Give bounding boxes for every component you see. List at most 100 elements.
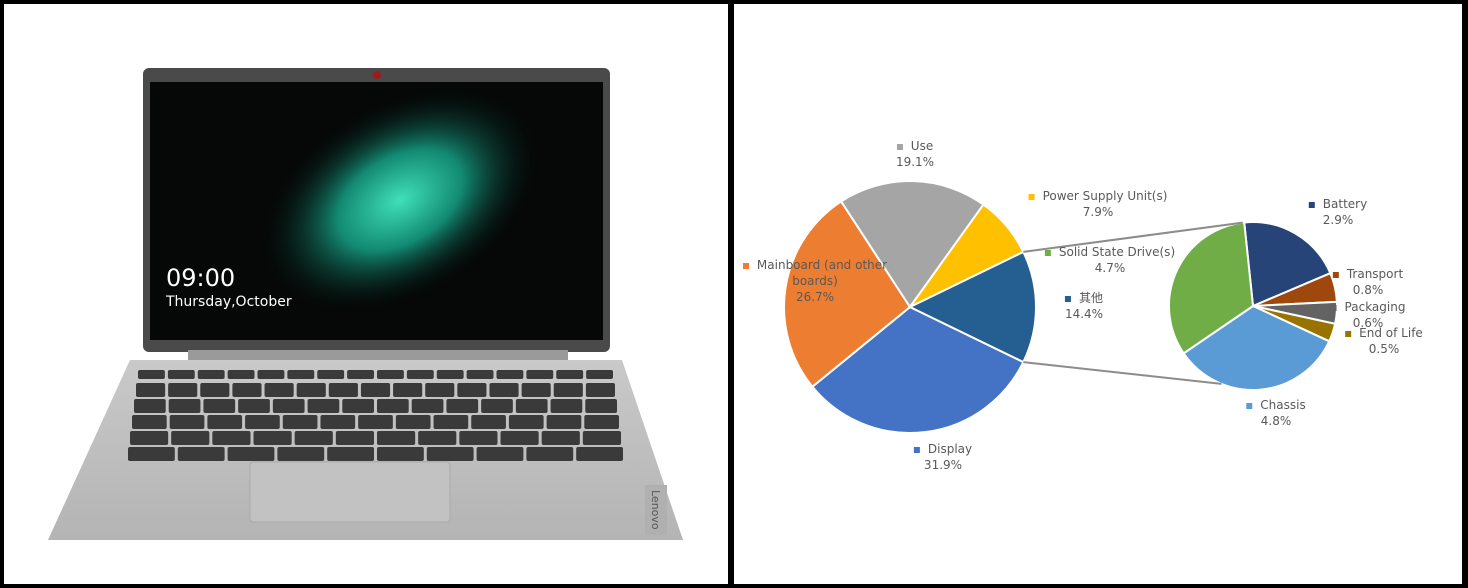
data-label: 其他 14.4% <box>1065 290 1103 322</box>
label-value: 4.7% <box>1094 261 1126 275</box>
legend-marker <box>1044 249 1051 256</box>
label-name: Battery <box>1322 197 1368 211</box>
brand-plate <box>645 485 667 535</box>
clock-date: Thursday,October <box>165 294 292 310</box>
key <box>446 399 479 413</box>
key <box>136 383 166 397</box>
key <box>257 370 285 379</box>
key <box>169 415 205 429</box>
key <box>335 431 374 445</box>
pie-slice <box>1243 221 1332 308</box>
key <box>342 399 374 413</box>
key <box>586 370 613 379</box>
label-name: Display <box>927 442 973 456</box>
key <box>521 383 551 397</box>
key <box>296 383 326 397</box>
key <box>546 415 582 429</box>
label-name: Chassis <box>1260 398 1306 412</box>
key <box>411 399 444 413</box>
pie-slice <box>811 305 1025 435</box>
key <box>515 399 548 413</box>
pie-slice <box>839 180 985 309</box>
key <box>197 370 225 379</box>
key <box>508 415 544 429</box>
key <box>395 415 431 429</box>
key <box>476 447 524 461</box>
key <box>128 447 175 461</box>
pie-slice <box>907 250 1037 364</box>
key <box>526 370 554 379</box>
label-name: Mainboard (and other boards) <box>756 258 888 288</box>
key <box>377 370 404 379</box>
label-value: 26.7% <box>795 290 835 304</box>
key <box>436 370 464 379</box>
label-name: End of Life <box>1359 326 1423 340</box>
label-name: Use <box>910 139 934 153</box>
key <box>526 447 574 461</box>
label-value: 0.6% <box>1352 316 1384 330</box>
key <box>496 370 524 379</box>
key <box>360 383 391 397</box>
label-name: Power Supply Unit(s) <box>1042 189 1168 203</box>
label-value: 31.9% <box>923 458 963 472</box>
key <box>541 431 580 445</box>
key <box>168 383 198 397</box>
legend-marker <box>742 262 749 269</box>
label-name: Transport <box>1346 267 1404 281</box>
key <box>253 431 292 445</box>
key <box>418 431 457 445</box>
key <box>457 383 487 397</box>
key <box>167 370 195 379</box>
clock-time: 09:00 <box>166 264 235 292</box>
key <box>489 383 519 397</box>
key <box>393 383 423 397</box>
pie-slice <box>783 200 912 389</box>
key <box>459 431 498 445</box>
key <box>138 370 165 379</box>
brand-logo: Lenovo <box>649 490 662 530</box>
key <box>466 370 494 379</box>
hinge <box>188 350 568 360</box>
data-label: Transport 0.8% <box>1332 266 1404 298</box>
key <box>245 415 280 429</box>
data-label: Chassis 4.8% <box>1246 397 1306 429</box>
key <box>294 431 333 445</box>
key <box>582 431 621 445</box>
key <box>347 370 374 379</box>
data-label: Power Supply Unit(s) 7.9% <box>1028 188 1168 220</box>
key <box>481 399 513 413</box>
key <box>272 399 305 413</box>
label-value: 14.4% <box>1064 307 1104 321</box>
key <box>212 431 251 445</box>
label-value: 0.8% <box>1352 283 1384 297</box>
label-value: 19.1% <box>895 155 935 169</box>
webcam <box>373 71 381 79</box>
data-label: Battery 2.9% <box>1308 196 1368 228</box>
key <box>406 370 434 379</box>
legend-marker <box>913 446 920 453</box>
key <box>282 415 318 429</box>
key <box>264 383 294 397</box>
key <box>227 370 255 379</box>
key <box>584 415 619 429</box>
key <box>556 370 584 379</box>
pie-slice <box>1182 304 1331 391</box>
key <box>134 399 166 413</box>
key <box>227 447 275 461</box>
key <box>471 415 506 429</box>
key <box>585 399 617 413</box>
key <box>132 415 167 429</box>
label-name: Solid State Drive(s) <box>1058 245 1176 259</box>
legend-marker <box>896 143 903 150</box>
connector-line <box>1023 361 1222 385</box>
key <box>576 447 623 461</box>
key <box>168 399 201 413</box>
label-value: 0.5% <box>1368 342 1400 356</box>
label-value: 7.9% <box>1082 205 1114 219</box>
key <box>500 431 539 445</box>
data-label: Mainboard (and other boards) 26.7% <box>740 257 890 305</box>
legend-marker <box>1345 330 1352 337</box>
label-value: 2.9% <box>1322 213 1354 227</box>
